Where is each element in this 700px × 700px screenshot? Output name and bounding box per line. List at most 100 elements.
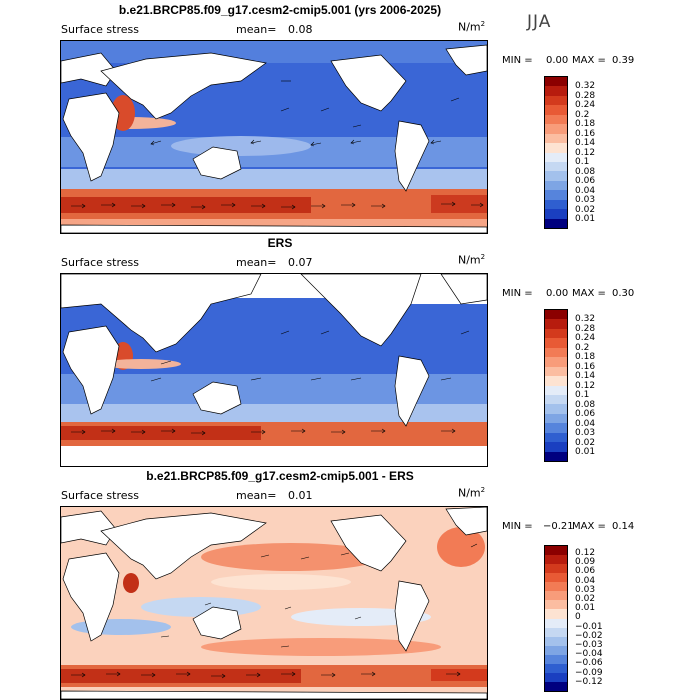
panel-3-min-label: MIN = <box>502 521 533 532</box>
panel-1-mean-label: mean= <box>236 23 277 36</box>
panel-2-max-label: MAX = <box>572 288 606 299</box>
panel-1-map <box>60 40 488 234</box>
panel-1-level: 0.03 <box>575 195 596 205</box>
panel-3-min-value: −0.21 <box>543 521 574 532</box>
panel-3-level: 0 <box>575 612 581 623</box>
panel-1-min-label: MIN = <box>502 55 533 66</box>
colorbar-swatch <box>545 681 567 691</box>
panel-1-level: 0.28 <box>575 90 596 101</box>
colorbar-swatch <box>545 190 567 200</box>
panel-2-min-value: 0.00 <box>546 288 569 299</box>
panel-3-max-value: 0.14 <box>612 521 635 532</box>
panel-1-max-label: MAX = <box>572 55 606 66</box>
panel-1-title: b.e21.BRCP85.f09_g17.cesm2-cmip5.001 (yr… <box>118 3 442 17</box>
panel-1-level: 0.24 <box>575 100 596 110</box>
panel-3-level: 0.09 <box>575 557 596 568</box>
colorbar-swatch <box>545 328 567 339</box>
panel-1-level: 0.04 <box>575 185 596 196</box>
panel-3-level: 0.04 <box>575 575 596 586</box>
panel-3-colorbar <box>544 545 568 692</box>
colorbar-swatch <box>545 199 567 210</box>
colorbar-swatch <box>545 672 567 682</box>
colorbar-swatch <box>545 77 567 87</box>
panel-1-mean-value: 0.08 <box>288 23 313 36</box>
panel-2-units: N/m2 <box>458 253 486 267</box>
panel-2-level: 0.28 <box>575 323 596 334</box>
panel-2-max-value: 0.30 <box>612 288 635 299</box>
panel-3-max-label: MAX = <box>572 521 606 532</box>
panel-2-level: 0.2 <box>575 342 590 353</box>
panel-3-level: −0.12 <box>575 676 603 687</box>
colorbar-swatch <box>545 394 567 405</box>
panel-1-level: 0.06 <box>575 176 596 186</box>
panel-3-units: N/m2 <box>458 486 486 500</box>
panel-3-level: 0.06 <box>575 566 596 577</box>
colorbar-swatch <box>545 618 567 628</box>
colorbar-swatch <box>545 114 567 125</box>
panel-1-level: 0.01 <box>575 214 596 224</box>
colorbar-swatch <box>545 86 567 96</box>
colorbar-swatch <box>545 209 567 219</box>
panel-1-min-value: 0.00 <box>546 55 569 66</box>
colorbar-swatch <box>545 385 567 395</box>
colorbar-swatch <box>545 95 567 106</box>
colorbar-swatch <box>545 105 567 115</box>
panel-3-level: 0.03 <box>575 584 596 595</box>
colorbar-swatch <box>545 171 567 181</box>
panel-3-level: −0.04 <box>575 649 603 660</box>
panel-1-level: 0.16 <box>575 128 596 139</box>
colorbar-swatch <box>545 404 567 414</box>
panel-3-level: 0.01 <box>575 603 596 614</box>
panel-3-variable: Surface stress <box>61 489 139 502</box>
panel-1-level: 0.2 <box>575 109 590 120</box>
panel-1-level: 0.12 <box>575 147 596 158</box>
panel-2-level: 0.18 <box>575 352 596 362</box>
colorbar-swatch <box>545 645 567 655</box>
panel-1-level: 0.08 <box>575 166 596 177</box>
panel-3-level: −0.09 <box>575 667 603 678</box>
colorbar-swatch <box>545 600 567 610</box>
panel-3-title: b.e21.BRCP85.f09_g17.cesm2-cmip5.001 - E… <box>146 469 414 483</box>
colorbar-swatch <box>545 564 567 574</box>
panel-3-level: 0.02 <box>575 594 596 604</box>
colorbar-swatch <box>545 413 567 424</box>
colorbar-swatch <box>545 609 567 619</box>
panel-1-max-value: 0.39 <box>612 55 635 66</box>
panel-3-map <box>60 506 488 700</box>
colorbar-swatch <box>545 573 567 583</box>
colorbar-swatch <box>545 451 567 461</box>
colorbar-swatch <box>545 591 567 601</box>
panel-2-level: 0.02 <box>575 437 596 448</box>
colorbar-swatch <box>545 347 567 358</box>
panel-1-units: N/m2 <box>458 20 486 34</box>
panel-2-map <box>60 273 488 467</box>
panel-2-min-label: MIN = <box>502 288 533 299</box>
panel-2-level: 0.12 <box>575 380 596 391</box>
panel-2-level: 0.01 <box>575 447 596 457</box>
panel-2-mean-label: mean= <box>236 256 277 269</box>
panel-2-colorbar <box>544 309 568 462</box>
colorbar-swatch <box>545 636 567 646</box>
panel-1-colorbar <box>544 76 568 229</box>
colorbar-swatch <box>545 338 567 348</box>
colorbar-swatch <box>545 133 567 144</box>
colorbar-swatch <box>545 663 567 673</box>
colorbar-swatch <box>545 366 567 377</box>
panel-2-mean-value: 0.07 <box>288 256 313 269</box>
panel-1-level: 0.14 <box>575 138 596 148</box>
panel-1-level: 0.18 <box>575 119 596 129</box>
panel-2-level: 0.04 <box>575 418 596 429</box>
colorbar-swatch <box>545 627 567 637</box>
panel-3-level: −0.03 <box>575 640 603 650</box>
panel-2-level: 0.1 <box>575 390 590 400</box>
panel-2-level: 0.24 <box>575 333 596 343</box>
colorbar-swatch <box>545 654 567 664</box>
colorbar-swatch <box>545 143 567 153</box>
colorbar-swatch <box>545 124 567 134</box>
colorbar-swatch <box>545 442 567 452</box>
panel-2-level: 0.16 <box>575 361 596 372</box>
colorbar-swatch <box>545 357 567 367</box>
panel-2-level: 0.14 <box>575 371 596 381</box>
panel-3-level: −0.02 <box>575 630 603 641</box>
panel-2-variable: Surface stress <box>61 256 139 269</box>
